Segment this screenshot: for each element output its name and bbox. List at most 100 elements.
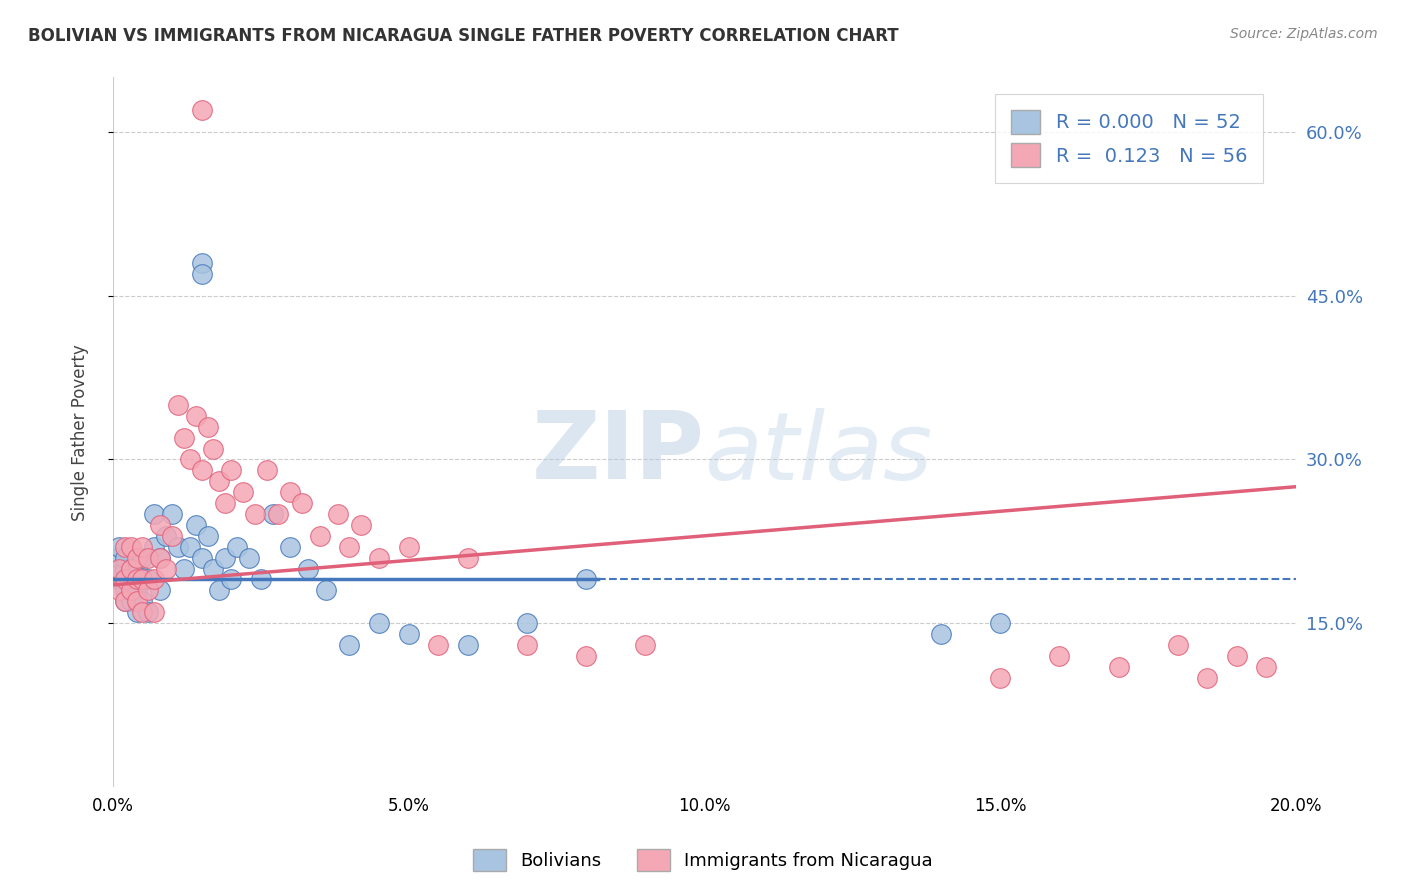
Point [114,573,136,587]
Point [1047,648,1070,663]
Point [131,594,153,608]
Point [208,475,231,489]
Point [143,573,166,587]
Point [398,540,420,554]
Point [457,638,479,652]
Point [107,561,129,575]
Point [120,594,142,608]
Point [149,583,172,598]
Point [457,550,479,565]
Point [160,507,183,521]
Point [214,550,236,565]
Point [190,103,212,118]
Point [427,638,450,652]
Point [398,627,420,641]
Point [125,573,148,587]
Point [297,561,319,575]
Point [120,540,142,554]
Point [339,540,361,554]
Point [238,550,260,565]
Point [173,431,195,445]
Point [149,517,172,532]
Point [167,398,190,412]
Point [155,529,177,543]
Point [143,507,166,521]
Point [267,507,290,521]
Point [167,540,190,554]
Point [131,550,153,565]
Point [114,583,136,598]
Point [107,583,129,598]
Point [368,616,391,631]
Point [107,561,129,575]
Point [114,573,136,587]
Point [326,507,349,521]
Point [197,529,219,543]
Point [219,463,242,477]
Point [143,540,166,554]
Text: ZIP: ZIP [531,408,704,500]
Point [214,496,236,510]
Point [138,550,160,565]
Point [149,550,172,565]
Point [291,496,314,510]
Point [249,573,271,587]
Point [350,517,373,532]
Point [315,583,337,598]
Point [179,540,201,554]
Point [190,256,212,270]
Point [309,529,332,543]
Point [278,540,301,554]
Point [988,616,1011,631]
Point [138,605,160,619]
Point [1197,671,1219,685]
Point [368,550,391,565]
Point [173,561,195,575]
Point [634,638,657,652]
Point [125,605,148,619]
Text: Source: ZipAtlas.com: Source: ZipAtlas.com [1230,27,1378,41]
Point [131,605,153,619]
Point [278,485,301,500]
Point [143,605,166,619]
Point [138,583,160,598]
Point [114,594,136,608]
Point [125,561,148,575]
Point [197,419,219,434]
Point [1108,660,1130,674]
Y-axis label: Single Father Poverty: Single Father Poverty [72,343,89,521]
Point [160,529,183,543]
Point [219,573,242,587]
Point [1167,638,1189,652]
Point [226,540,249,554]
Point [114,594,136,608]
Point [131,573,153,587]
Point [125,583,148,598]
Point [988,671,1011,685]
Point [120,561,142,575]
Point [120,583,142,598]
Point [107,550,129,565]
Point [120,561,142,575]
Point [1226,648,1249,663]
Point [125,550,148,565]
Point [125,594,148,608]
Point [155,561,177,575]
Point [179,452,201,467]
Point [190,267,212,281]
Point [138,573,160,587]
Point [1256,660,1278,674]
Point [107,540,129,554]
Point [575,648,598,663]
Point [114,561,136,575]
Point [202,442,225,456]
Point [243,507,266,521]
Point [516,616,538,631]
Point [120,583,142,598]
Text: BOLIVIAN VS IMMIGRANTS FROM NICARAGUA SINGLE FATHER POVERTY CORRELATION CHART: BOLIVIAN VS IMMIGRANTS FROM NICARAGUA SI… [28,27,898,45]
Text: atlas: atlas [704,408,932,499]
Point [107,573,129,587]
Point [190,463,212,477]
Point [262,507,284,521]
Point [232,485,254,500]
